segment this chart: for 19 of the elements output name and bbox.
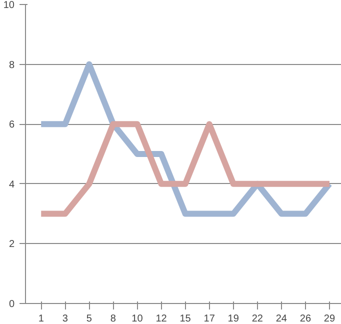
y-tick-label: 0	[8, 299, 15, 310]
x-tick-label: 19	[228, 314, 240, 324]
x-tick-label: 24	[276, 314, 288, 324]
x-tick-label: 8	[110, 314, 116, 324]
x-tick-label: 12	[156, 314, 168, 324]
y-tick-label: 10	[3, 0, 15, 11]
x-tick-label: 10	[132, 314, 144, 324]
x-tick-label: 5	[86, 314, 92, 324]
x-tick-label: 1	[38, 314, 44, 324]
y-tick-label: 2	[8, 239, 15, 250]
y-tick-label: 6	[8, 120, 15, 131]
x-tick-label: 17	[204, 314, 216, 324]
x-tick-label: 29	[324, 314, 336, 324]
y-tick-label: 8	[8, 60, 15, 71]
x-tick-label: 15	[180, 314, 192, 324]
x-tick-label: 22	[252, 314, 264, 324]
y-tick-label: 4	[8, 179, 15, 190]
x-tick-label: 26	[300, 314, 312, 324]
x-tick-label: 3	[62, 314, 68, 324]
